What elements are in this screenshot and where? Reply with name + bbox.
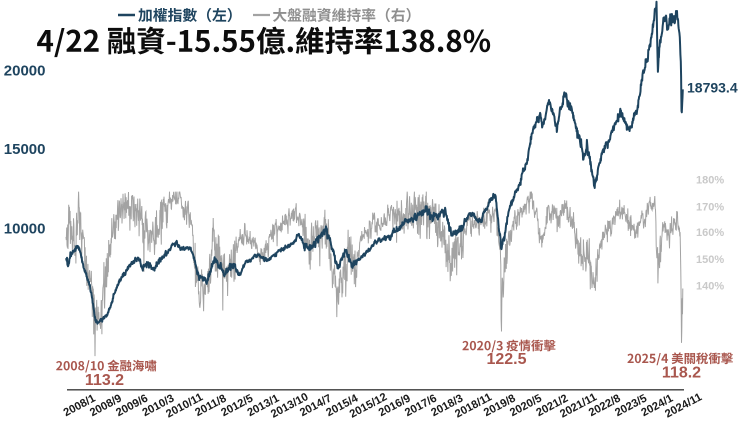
svg-text:113.2: 113.2 (85, 372, 124, 389)
svg-text:160%: 160% (696, 227, 724, 239)
svg-text:10000: 10000 (4, 221, 46, 238)
svg-text:122.5: 122.5 (486, 351, 526, 368)
svg-text:170%: 170% (696, 201, 724, 213)
svg-text:180%: 180% (696, 175, 724, 187)
svg-text:18793.4: 18793.4 (687, 80, 738, 96)
svg-text:118.2: 118.2 (662, 365, 701, 382)
svg-text:150%: 150% (696, 254, 724, 266)
svg-text:20000: 20000 (4, 63, 46, 80)
svg-text:15000: 15000 (4, 141, 46, 158)
svg-text:140%: 140% (696, 280, 724, 292)
